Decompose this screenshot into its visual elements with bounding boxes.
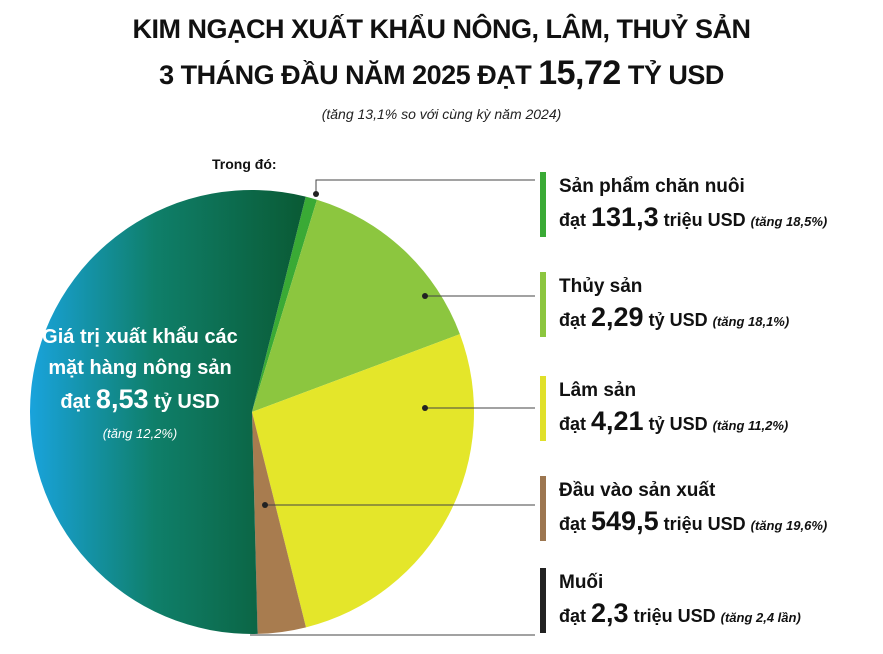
prefix: đạt <box>559 606 586 626</box>
unit: triệu USD <box>663 514 746 534</box>
note: Trong đó: <box>212 156 277 172</box>
pie-slice <box>252 199 460 412</box>
value-label: 2,29 <box>591 302 644 332</box>
label-name: Giá trị xuất khẩu các mặt hàng nông sản <box>42 326 238 379</box>
change: (tăng 19,6%) <box>750 518 828 533</box>
label-value: đạt 8,53 tỷ USD <box>40 384 240 418</box>
main-label: Giá trị xuất khẩu các mặt hàng nông sản … <box>40 322 240 449</box>
legend-value: đạt 2,29 tỷ USD (tăng 18,1%) <box>559 302 789 337</box>
total-unit: TỶ USD <box>627 60 725 90</box>
legend-item: Đầu vào sản xuất đạt 549,5 triệu USD (tăn… <box>540 476 827 541</box>
pie-slice <box>252 412 258 634</box>
total: 15,72 <box>538 54 621 92</box>
value-label: 8,53 <box>95 384 149 414</box>
leader-dots <box>262 191 428 508</box>
value-label: 131,3 <box>591 202 659 232</box>
legend-value: đạt 2,3 triệu USD (tăng 2,4 lần) <box>559 598 801 633</box>
unit: tỷ USD <box>154 391 220 413</box>
pie-slice <box>252 412 306 634</box>
legend-value: đạt 549,5 triệu USD (tăng 19,6%) <box>559 506 827 541</box>
legend-value: đạt 4,21 tỷ USD (tăng 11,2%) <box>559 406 788 441</box>
unit: triệu USD <box>633 606 716 626</box>
prefix: đạt <box>559 414 586 434</box>
unit: tỷ USD <box>648 414 708 434</box>
legend-item: Sản phẩm chăn nuôi đạt 131,3 triệu USD (t… <box>540 172 827 237</box>
change: (tăng 2,4 lần) <box>720 610 801 625</box>
leader-lines <box>250 179 535 636</box>
prefix: đạt <box>559 210 586 230</box>
prefix: đạt <box>559 310 586 330</box>
prefix: đạt <box>60 391 91 413</box>
legend-item: Muối đạt 2,3 triệu USD (tăng 2,4 lần) <box>540 568 801 633</box>
unit: triệu USD <box>663 210 746 230</box>
value-label: 2,3 <box>591 598 629 628</box>
value-label: 4,21 <box>591 406 644 436</box>
unit: tỷ USD <box>648 310 708 330</box>
legend-item: Lâm sản đạt 4,21 tỷ USD (tăng 11,2%) <box>540 376 788 441</box>
title-text: 3 THÁNG ĐẦU NĂM 2025 ĐẠT <box>159 60 532 90</box>
title: KIM NGẠCH XUẤT KHẨU NÔNG, LÂM, THUỶ SẢN <box>132 14 751 44</box>
change: (tăng 11,2%) <box>712 418 789 433</box>
legend-name: Sản phẩm chăn nuôi <box>559 176 745 197</box>
legend-name: Thủy sản <box>559 276 643 297</box>
change: (tăng 18,5%) <box>750 214 828 229</box>
pie-slice <box>252 334 474 628</box>
legend-item: Thủy sản đạt 2,29 tỷ USD (tăng 18,1%) <box>540 272 789 337</box>
change: (tăng 18,1%) <box>712 314 790 329</box>
legend-name: Đầu vào sản xuất <box>559 480 716 501</box>
pie-slice <box>30 190 306 634</box>
prefix: đạt <box>559 514 586 534</box>
legend-name: Muối <box>559 572 604 593</box>
pie-slice <box>252 196 317 412</box>
change: (tăng 12,2%) <box>102 426 178 441</box>
subtitle: (tăng 13,1% so với cùng kỳ năm 2024) <box>321 106 562 122</box>
title-line: 3 THÁNG ĐẦU NĂM 2025 ĐẠT 15,72 TỶ USD <box>0 54 883 93</box>
legend-value: đạt 131,3 triệu USD (tăng 18,5%) <box>559 202 827 237</box>
legend-name: Lâm sản <box>559 380 637 401</box>
value-label: 549,5 <box>591 506 659 536</box>
